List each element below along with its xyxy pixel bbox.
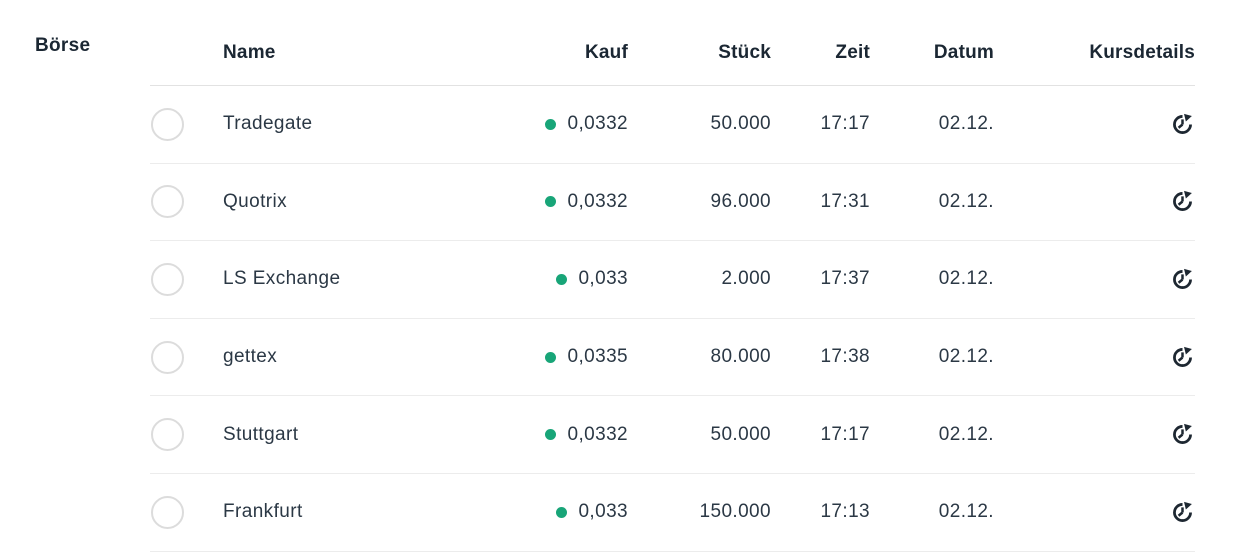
refresh-clock-icon xyxy=(1173,113,1192,134)
table-row-frankfurt: Frankfurt 0,033 150.000 17:13 02.12. xyxy=(150,474,1195,552)
green-status-dot-icon xyxy=(545,351,557,363)
zeit-time: 17:31 xyxy=(820,190,870,212)
kauf-price: 0,033 xyxy=(578,268,628,290)
kauf-price: 0,033 xyxy=(578,501,628,523)
stueck-volume: 50.000 xyxy=(710,113,771,135)
refresh-clock-icon xyxy=(1173,346,1192,367)
refresh-clock-icon xyxy=(1173,191,1192,212)
header-kauf: Kauf xyxy=(584,41,628,63)
kursdetails-refresh-button[interactable] xyxy=(1171,113,1194,136)
kauf-price: 0,0332 xyxy=(567,423,628,445)
table-row-ls-exchange: LS Exchange 0,033 2.000 17:37 02.12. xyxy=(150,241,1195,319)
refresh-clock-icon xyxy=(1173,424,1192,445)
exchange-name: Quotrix xyxy=(223,190,288,212)
exchange-name: gettex xyxy=(223,346,278,368)
table-row-stuttgart: Stuttgart 0,0332 50.000 17:17 02.12. xyxy=(150,396,1195,474)
table-row-quotrix: Quotrix 0,0332 96.000 17:31 02.12. xyxy=(150,164,1195,242)
exchange-radio[interactable] xyxy=(151,262,184,296)
exchange-radio[interactable] xyxy=(151,418,184,452)
datum-date: 02.12. xyxy=(938,113,994,135)
exchange-quote-table: Name Kauf Stück Zeit Datum Kursdetails T… xyxy=(150,0,1195,552)
stueck-volume: 96.000 xyxy=(710,190,771,212)
zeit-time: 17:13 xyxy=(820,501,870,523)
header-name: Name xyxy=(223,41,276,63)
header-kursdetails: Kursdetails xyxy=(1089,41,1195,63)
zeit-time: 17:17 xyxy=(820,113,870,135)
zeit-time: 17:37 xyxy=(820,268,870,290)
exchange-name: LS Exchange xyxy=(223,268,341,290)
kursdetails-refresh-button[interactable] xyxy=(1171,268,1194,291)
green-status-dot-icon xyxy=(545,429,557,441)
exchange-radio[interactable] xyxy=(151,495,184,529)
datum-date: 02.12. xyxy=(938,190,994,212)
exchange-name: Tradegate xyxy=(223,113,313,135)
datum-date: 02.12. xyxy=(938,501,994,523)
refresh-clock-icon xyxy=(1173,501,1192,522)
exchange-radio[interactable] xyxy=(151,185,184,219)
table-header-row: Name Kauf Stück Zeit Datum Kursdetails xyxy=(150,0,1195,86)
kauf-price: 0,0335 xyxy=(567,346,628,368)
green-status-dot-icon xyxy=(545,196,557,208)
kauf-price: 0,0332 xyxy=(567,190,628,212)
zeit-time: 17:17 xyxy=(820,423,870,445)
exchange-radio[interactable] xyxy=(151,107,184,141)
kursdetails-refresh-button[interactable] xyxy=(1171,190,1194,213)
kursdetails-refresh-button[interactable] xyxy=(1171,501,1194,524)
green-status-dot-icon xyxy=(556,273,568,285)
refresh-clock-icon xyxy=(1173,268,1192,289)
stueck-volume: 80.000 xyxy=(710,346,771,368)
exchange-column-label: Börse xyxy=(35,35,91,56)
kauf-price: 0,0332 xyxy=(567,113,628,135)
kursdetails-refresh-button[interactable] xyxy=(1171,346,1194,369)
header-datum: Datum xyxy=(933,41,994,63)
table-row-tradegate: Tradegate 0,0332 50.000 17:17 02.12. xyxy=(150,86,1195,164)
datum-date: 02.12. xyxy=(938,423,994,445)
stueck-volume: 50.000 xyxy=(710,423,771,445)
datum-date: 02.12. xyxy=(938,346,994,368)
stueck-volume: 2.000 xyxy=(721,268,771,290)
header-zeit: Zeit xyxy=(835,41,870,63)
table-row-gettex: gettex 0,0335 80.000 17:38 02.12. xyxy=(150,319,1195,397)
green-status-dot-icon xyxy=(556,506,568,518)
exchange-name: Stuttgart xyxy=(223,423,299,445)
exchange-radio[interactable] xyxy=(151,340,184,374)
zeit-time: 17:38 xyxy=(820,346,870,368)
exchange-name: Frankfurt xyxy=(223,501,303,523)
datum-date: 02.12. xyxy=(938,268,994,290)
kursdetails-refresh-button[interactable] xyxy=(1171,423,1194,446)
header-stueck: Stück xyxy=(718,41,771,63)
green-status-dot-icon xyxy=(545,118,557,130)
stueck-volume: 150.000 xyxy=(699,501,771,523)
